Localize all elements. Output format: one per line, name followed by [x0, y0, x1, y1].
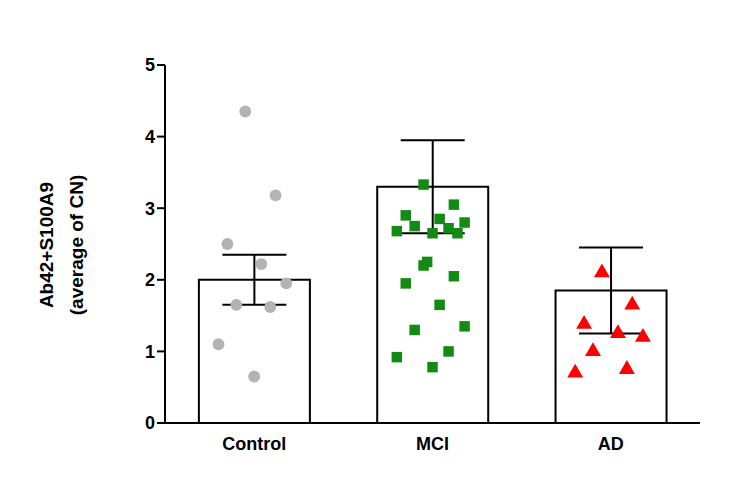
svg-text:(average of CN): (average of CN) — [66, 175, 87, 315]
svg-text:0: 0 — [145, 413, 155, 433]
svg-text:2: 2 — [145, 270, 155, 290]
svg-text:MCI: MCI — [416, 434, 449, 454]
svg-text:1: 1 — [145, 342, 155, 362]
svg-text:4: 4 — [145, 127, 155, 147]
svg-text:Ab42+S100A9: Ab42+S100A9 — [36, 182, 57, 308]
svg-text:3: 3 — [145, 199, 155, 219]
svg-text:Control: Control — [222, 434, 286, 454]
svg-text:AD: AD — [598, 434, 624, 454]
svg-text:5: 5 — [145, 55, 155, 75]
